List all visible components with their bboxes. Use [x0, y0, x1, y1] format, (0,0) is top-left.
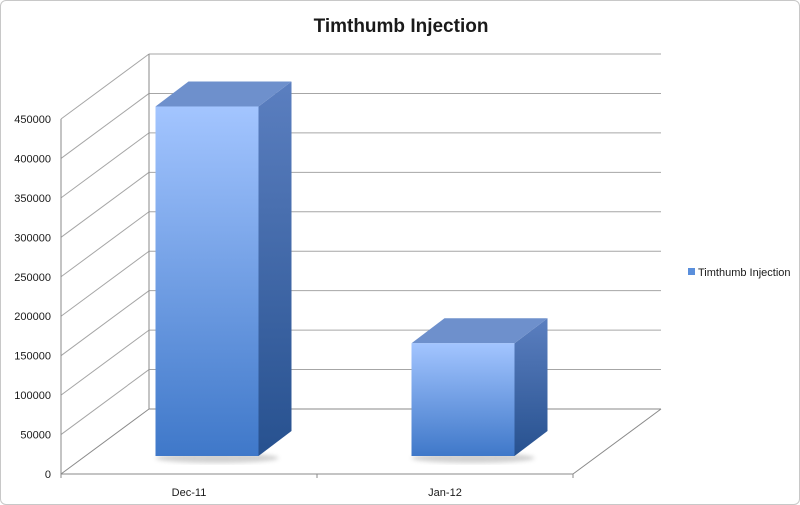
gridline-side: [60, 329, 150, 396]
chart-grid: [60, 53, 661, 475]
bar-side-face: [514, 318, 548, 456]
gridline-side: [60, 53, 150, 120]
bar-group: [155, 81, 292, 463]
y-tick-label: 250000: [14, 272, 51, 284]
y-tick-label: 150000: [14, 351, 51, 363]
legend-swatch: [688, 268, 695, 275]
floor-right-edge: [572, 408, 662, 475]
gridline-side: [60, 290, 150, 357]
bar: [411, 343, 515, 456]
bar-top-face: [155, 81, 292, 107]
gridline-side: [60, 171, 150, 238]
y-tick-label: 100000: [14, 390, 51, 402]
bar-top-face: [411, 318, 548, 344]
chart-bars: [155, 81, 548, 463]
gridline-side: [60, 211, 150, 278]
x-axis-tick-labels: Dec-11 Jan-12: [172, 487, 462, 499]
y-tick-label: 50000: [20, 430, 51, 442]
chart-axes: [60, 54, 662, 478]
bar-group: [411, 318, 548, 463]
bar: [155, 106, 259, 457]
legend-label: Timthumb Injection: [698, 267, 791, 279]
y-axis-tick-labels: 0 50000 100000 150000 200000 250000 300000 3500…: [14, 114, 51, 481]
y-tick-label: 300000: [14, 232, 51, 244]
y-tick-label: 450000: [14, 114, 51, 126]
gridline-side: [60, 250, 150, 317]
floor-left-edge: [60, 408, 150, 475]
y-tick-label: 200000: [14, 311, 51, 323]
y-tick-label: 350000: [14, 193, 51, 205]
chart-title: Timthumb Injection: [314, 16, 489, 37]
chart-legend: Timthumb Injection: [688, 267, 791, 279]
gridline-side: [60, 93, 150, 159]
bar-side-face: [258, 81, 292, 457]
x-tick-label: Jan-12: [428, 487, 462, 499]
x-tick-label: Dec-11: [172, 487, 207, 499]
gridline-side: [60, 132, 150, 199]
y-tick-label: 0: [45, 469, 51, 481]
gridline-side: [60, 369, 150, 435]
y-tick-label: 400000: [14, 153, 51, 165]
